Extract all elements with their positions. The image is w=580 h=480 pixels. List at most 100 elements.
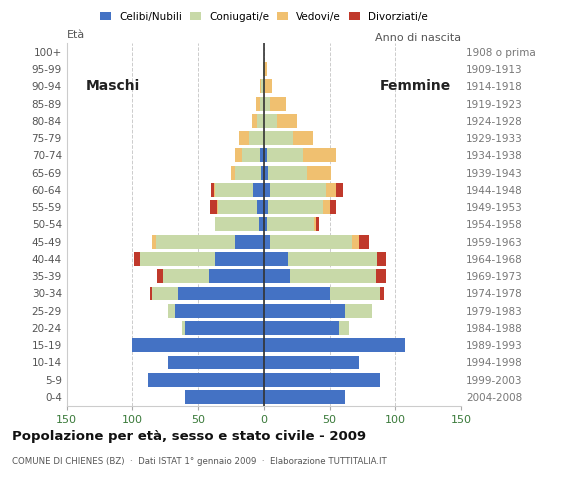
Bar	[261, 166, 264, 180]
Bar	[156, 235, 235, 249]
Bar	[235, 148, 241, 162]
Text: Maschi: Maschi	[86, 79, 140, 93]
Bar	[329, 287, 379, 300]
Bar	[346, 304, 372, 318]
Bar	[216, 200, 218, 214]
Bar	[307, 166, 331, 180]
Bar	[182, 321, 185, 335]
Bar	[268, 166, 307, 180]
Bar	[264, 287, 329, 300]
Bar	[179, 287, 264, 300]
Bar	[288, 252, 377, 266]
Bar	[264, 96, 270, 110]
Bar	[185, 390, 264, 404]
Bar	[339, 321, 349, 335]
Bar	[264, 183, 270, 197]
Bar	[264, 131, 293, 145]
Bar	[256, 96, 260, 110]
Text: Femmine: Femmine	[379, 79, 451, 93]
Bar	[260, 148, 264, 162]
Bar	[258, 200, 264, 214]
Bar	[235, 235, 264, 249]
Bar	[293, 131, 313, 145]
Bar	[218, 200, 258, 214]
Bar	[150, 287, 152, 300]
Bar	[259, 217, 264, 231]
Bar	[264, 217, 267, 231]
Bar	[323, 200, 329, 214]
Bar	[270, 235, 352, 249]
Bar	[264, 166, 268, 180]
Bar	[264, 304, 346, 318]
Bar	[267, 217, 314, 231]
Bar	[314, 217, 317, 231]
Bar	[264, 148, 267, 162]
Bar	[264, 235, 270, 249]
Bar	[264, 373, 379, 386]
Bar	[162, 269, 209, 283]
Bar	[258, 114, 264, 128]
Bar	[264, 252, 288, 266]
Bar	[264, 269, 290, 283]
Bar	[379, 287, 383, 300]
Bar	[264, 79, 265, 93]
Bar	[270, 183, 326, 197]
Bar	[267, 148, 303, 162]
Bar	[268, 200, 323, 214]
Bar	[336, 183, 343, 197]
Bar	[270, 96, 287, 110]
Bar	[157, 269, 162, 283]
Bar	[152, 287, 179, 300]
Bar	[132, 338, 264, 352]
Text: COMUNE DI CHIENES (BZ)  ·  Dati ISTAT 1° gennaio 2009  ·  Elaborazione TUTTITALI: COMUNE DI CHIENES (BZ) · Dati ISTAT 1° g…	[12, 457, 386, 466]
Bar	[210, 200, 216, 214]
Bar	[249, 131, 264, 145]
Text: Popolazione per età, sesso e stato civile - 2009: Popolazione per età, sesso e stato civil…	[12, 430, 366, 443]
Bar	[215, 252, 264, 266]
Bar	[326, 183, 336, 197]
Bar	[264, 390, 346, 404]
Bar	[239, 131, 249, 145]
Bar	[134, 252, 140, 266]
Bar	[317, 217, 319, 231]
Bar	[168, 356, 264, 370]
Bar	[358, 235, 369, 249]
Bar	[215, 217, 259, 231]
Bar	[261, 79, 264, 93]
Bar	[185, 321, 264, 335]
Bar	[214, 183, 215, 197]
Bar	[264, 200, 268, 214]
Bar	[264, 338, 405, 352]
Bar	[140, 252, 215, 266]
Bar	[264, 321, 339, 335]
Bar	[260, 79, 261, 93]
Bar	[211, 183, 214, 197]
Bar	[252, 114, 258, 128]
Bar	[260, 96, 264, 110]
Bar	[377, 252, 386, 266]
Text: Anno di nascita: Anno di nascita	[375, 33, 461, 43]
Bar	[264, 356, 358, 370]
Bar	[264, 62, 267, 76]
Text: Età: Età	[67, 30, 85, 40]
Bar	[263, 62, 264, 76]
Bar	[231, 166, 235, 180]
Bar	[303, 148, 336, 162]
Bar	[152, 235, 156, 249]
Bar	[290, 269, 376, 283]
Bar	[277, 114, 297, 128]
Bar	[148, 373, 264, 386]
Bar	[329, 200, 336, 214]
Bar	[241, 148, 260, 162]
Bar	[235, 166, 261, 180]
Bar	[168, 304, 175, 318]
Bar	[376, 269, 386, 283]
Legend: Celibi/Nubili, Coniugati/e, Vedovi/e, Divorziati/e: Celibi/Nubili, Coniugati/e, Vedovi/e, Di…	[96, 8, 432, 26]
Bar	[253, 183, 264, 197]
Bar	[352, 235, 358, 249]
Bar	[265, 79, 272, 93]
Bar	[264, 114, 277, 128]
Bar	[215, 183, 253, 197]
Bar	[175, 304, 264, 318]
Bar	[209, 269, 264, 283]
